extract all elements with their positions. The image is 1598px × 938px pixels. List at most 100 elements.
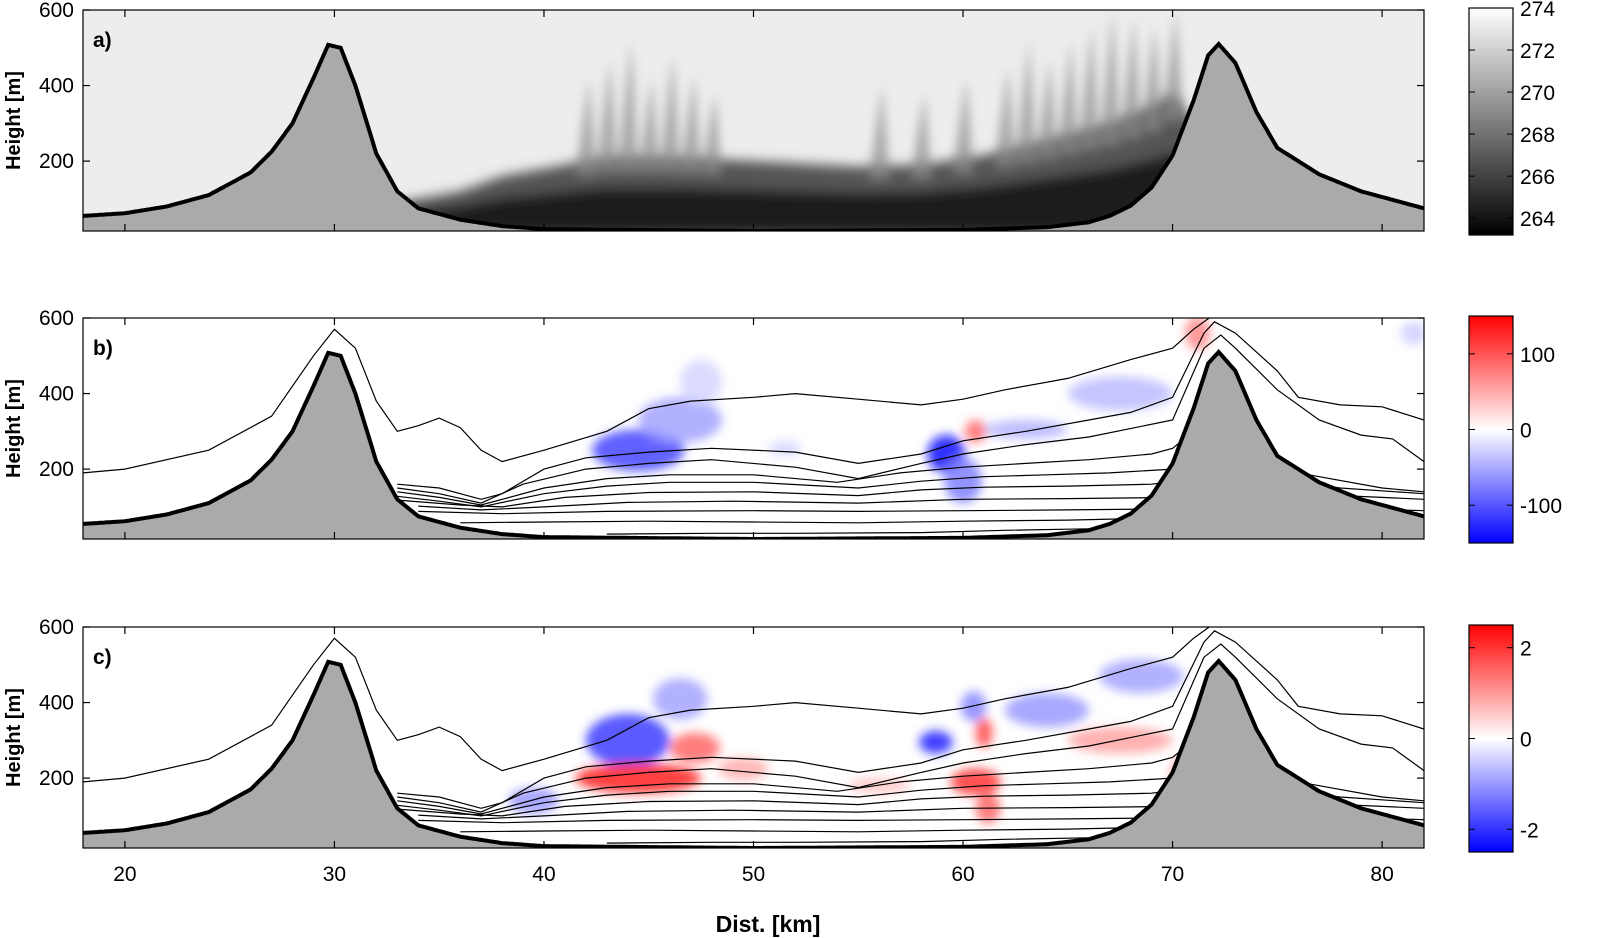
x-tick-label: 60 [951,863,974,886]
anomaly-blob [965,420,987,443]
colorbar: -100 0 100 [1468,315,1562,544]
y-tick-label: 600 [39,307,74,330]
plume [994,66,1016,168]
terrain-fill [83,352,1424,539]
x-axis-label: Dist. [km] [716,911,821,937]
x-tick-label: 30 [323,863,346,886]
cold-pool [355,93,1204,231]
colorbar-tick-label: 0 [1520,729,1532,752]
plume [596,59,618,174]
colorbar-tick-label: 264 [1520,208,1555,231]
x-tick-label: 80 [1370,863,1393,886]
panel-label: b) [93,337,113,360]
colorbar-gradient [1469,8,1513,235]
data-field [83,318,1424,535]
anomaly-blob [1067,376,1173,411]
anomaly-blob [950,768,1001,796]
colorbar-tick-label: 266 [1520,166,1555,189]
anomaly-blob [1067,727,1173,754]
y-tick-label: 400 [39,692,74,715]
x-tick-label: 50 [742,863,765,886]
plume [1120,17,1142,140]
panel-label: c) [93,646,112,669]
anomaly-blob [1004,693,1089,728]
plume [1099,10,1121,146]
plume [701,93,723,175]
y-tick-label: 200 [39,150,74,173]
colorbar-gradient [1469,625,1513,852]
anomaly-blob [1099,659,1184,694]
y-tick-label: 200 [39,767,74,790]
panel-label: a) [93,29,112,52]
anomaly-blob [669,732,720,764]
plume [638,78,660,174]
colorbar-tick-label: 2 [1520,638,1532,661]
isoline [460,517,1152,524]
y-tick-label: 600 [39,616,74,639]
terrain-outline [83,40,1424,231]
terrain [83,40,1424,231]
x-tick-label: 70 [1161,863,1184,886]
anomaly-blob [847,778,911,794]
plume [659,55,681,174]
anomaly-blob [585,713,670,767]
panel-a: 200 400 600 Height [m] a) 264 266 268 270 272 274 [3,0,1555,236]
panel-b: 200 400 600 Height [m] b) -100 0 100 [3,307,1562,544]
plume [1141,25,1163,133]
plume [1078,25,1100,151]
colorbar-tick-label: 272 [1520,40,1555,63]
y-tick-label: 600 [39,0,74,22]
terrain-outline [83,348,1424,539]
anomaly-blob [944,457,982,504]
isoline [460,826,1152,833]
anomaly-blob [680,359,723,405]
anomaly-blob [717,757,769,781]
anomalies [592,318,1424,504]
terrain-fill [83,44,1424,231]
anomaly-blob [919,730,953,754]
colorbar-tick-label: 268 [1520,124,1555,147]
isoline [397,321,1424,500]
y-axis-label: Height [m] [3,379,25,478]
colorbar-gradient [1469,316,1513,543]
plume [952,78,974,175]
anomaly-blob [975,717,993,748]
colorbar-frame [1468,7,1514,236]
y-axis-label: Height [m] [3,71,25,170]
isoline [83,627,1211,783]
y-tick-label: 400 [39,75,74,98]
cold-pool-core [355,152,1204,231]
terrain [83,657,1424,848]
y-axis-label: Height [m] [3,688,25,787]
y-tick-label: 400 [39,383,74,406]
colorbar: 264 266 268 270 272 274 [1468,0,1555,236]
x-tick-label: 40 [532,863,555,886]
plume [1057,40,1079,156]
anomaly-blob [652,678,708,720]
plume [680,74,702,174]
terrain-outline [83,657,1424,848]
anomaly-blob [638,397,723,443]
colorbar-tick-label: 270 [1520,82,1555,105]
isoline [397,334,1424,504]
y-tick-label: 200 [39,458,74,481]
terrain [83,348,1424,539]
colorbar-tick-label: 100 [1520,344,1555,367]
plume [1162,10,1184,122]
isoline [397,630,1424,809]
colorbar-tick-label: 274 [1520,0,1555,21]
colorbar-tick-label: -2 [1520,819,1539,842]
anomaly-blob [1185,318,1211,351]
colorbar-tick-label: 0 [1520,420,1532,443]
plume [617,40,639,174]
anomaly-blob [768,440,802,456]
plume [910,93,932,180]
colorbar: -2 0 2 [1468,624,1539,853]
data-field [355,10,1204,231]
anomaly-blob [575,763,702,794]
anomaly-blob [508,787,559,814]
isoline [83,318,1211,474]
anomaly-blob [1400,321,1424,345]
